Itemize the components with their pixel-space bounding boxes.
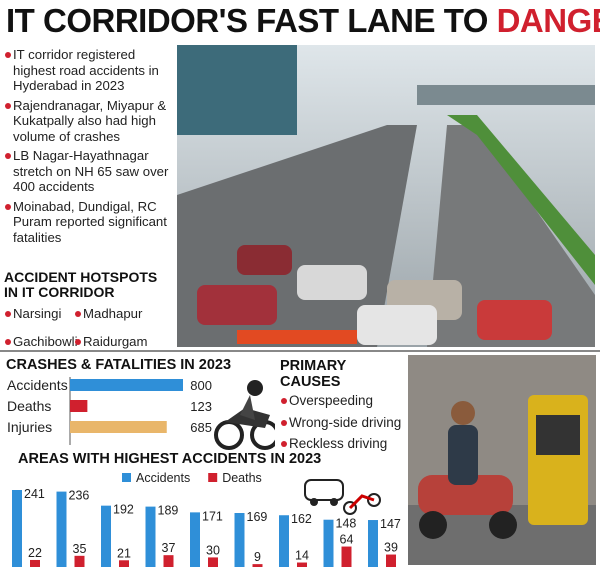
causes-title: PRIMARY CAUSES — [280, 358, 347, 390]
value-label: 189 — [158, 504, 179, 518]
primary-causes: PRIMARY CAUSES Overspeeding Wrong-side d… — [280, 358, 410, 458]
bar — [252, 564, 263, 567]
legend-swatch — [122, 473, 131, 482]
cause: Reckless driving — [280, 436, 410, 452]
bar — [386, 554, 396, 567]
bar — [119, 560, 129, 567]
value-label: 236 — [69, 489, 90, 503]
key-point: IT corridor registered highest road acci… — [4, 47, 176, 94]
cause: Overspeeding — [280, 393, 410, 409]
value-label: 123 — [190, 399, 212, 414]
bar — [70, 421, 167, 433]
legend-label: Deaths — [222, 471, 262, 485]
value-label: 241 — [24, 487, 45, 501]
headline-text: IT CORRIDOR'S FAST LANE TO — [6, 2, 488, 39]
value-label: 148 — [336, 517, 357, 531]
chart-title: AREAS WITH HIGHEST ACCIDENTS IN 2023 — [18, 451, 321, 467]
bar — [190, 512, 200, 567]
bar — [30, 559, 40, 567]
key-point: Moinabad, Dundigal, RC Puram reported si… — [4, 199, 176, 246]
value-label: 9 — [254, 550, 261, 564]
bar — [70, 379, 183, 391]
value-label: 37 — [162, 541, 176, 555]
bar — [74, 555, 85, 567]
bar — [341, 546, 352, 567]
traffic-photo — [177, 45, 595, 347]
areas-chart: AREAS WITH HIGHEST ACCIDENTS IN 2023 Acc… — [12, 451, 401, 567]
legend-label: Accidents — [136, 471, 190, 485]
value-label: 21 — [117, 546, 131, 560]
category-label: Accidents — [7, 377, 68, 393]
headline: IT CORRIDOR'S FAST LANE TO DANGER — [6, 2, 600, 40]
value-label: 22 — [28, 546, 42, 560]
chart-title: CRASHES & FATALITIES IN 2023 — [6, 357, 231, 373]
value-label: 171 — [202, 509, 223, 523]
value-label: 685 — [190, 420, 212, 435]
value-label: 147 — [380, 517, 401, 531]
value-label: 14 — [295, 549, 309, 563]
hotspot: Raidurgam — [74, 334, 164, 350]
motorcycle-illustration — [214, 380, 275, 450]
bar — [208, 557, 218, 567]
bar — [368, 520, 378, 567]
category-label: Deaths — [7, 398, 51, 414]
bar — [56, 491, 67, 567]
value-label: 192 — [113, 503, 134, 517]
value-label: 169 — [247, 510, 268, 524]
legend-swatch — [208, 473, 218, 482]
crashes-chart: CRASHES & FATALITIES IN 2023 Accidents 80… — [6, 357, 275, 450]
bar — [12, 490, 22, 567]
cause: Wrong-side driving — [280, 415, 410, 431]
headline-highlight: DANGER — [496, 2, 600, 39]
bar — [234, 513, 245, 567]
hotspot: Madhapur — [74, 306, 164, 322]
value-label: 35 — [73, 542, 87, 556]
street-photo — [408, 355, 596, 565]
value-label: 30 — [206, 543, 220, 557]
value-label: 39 — [384, 541, 398, 555]
bar — [145, 506, 156, 567]
value-label: 64 — [340, 533, 354, 547]
bar — [163, 555, 174, 567]
bar — [279, 515, 289, 567]
bar — [70, 400, 88, 412]
key-points: IT corridor registered highest road acci… — [4, 47, 176, 249]
hotspots: ACCIDENT HOTSPOTS IN IT CORRIDOR Narsing… — [4, 270, 174, 353]
bar — [297, 562, 307, 567]
hotspot: Gachibowli — [4, 334, 78, 350]
bar — [323, 519, 334, 567]
value-label: 800 — [190, 378, 212, 393]
key-point: LB Nagar-Hayathnagar stretch on NH 65 sa… — [4, 148, 176, 195]
hotspot: Narsingi — [4, 306, 74, 322]
value-label: 162 — [291, 512, 312, 526]
hotspots-title: ACCIDENT HOTSPOTS IN IT CORRIDOR — [4, 269, 158, 300]
crash-illustration — [304, 479, 381, 515]
category-label: Injuries — [7, 419, 52, 435]
bar — [101, 505, 111, 567]
key-point: Rajendranagar, Miyapur & Kukatpally also… — [4, 98, 176, 145]
divider — [0, 350, 600, 352]
